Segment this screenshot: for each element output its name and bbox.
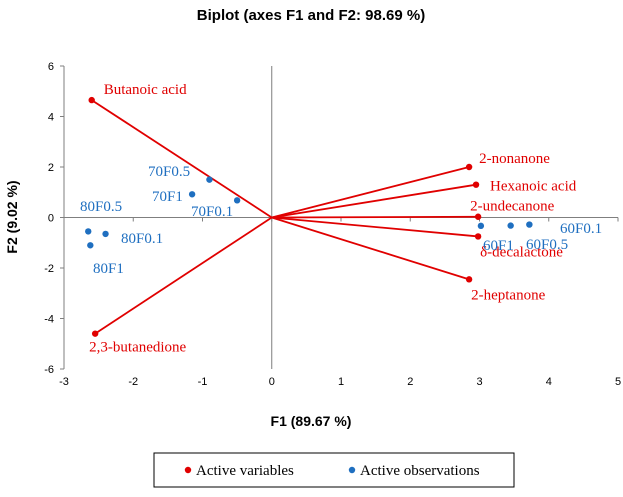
x-tick-label: -3: [59, 376, 69, 388]
x-tick-label: 4: [546, 376, 552, 388]
variable-vector: [271, 183, 477, 219]
y-tick-label: 6: [48, 61, 54, 73]
variable-label: 2-undecanone: [470, 199, 554, 215]
variable-vector: [91, 99, 273, 219]
variable-point: [472, 181, 480, 188]
observation-point: [507, 222, 514, 229]
variable-vector: [271, 215, 479, 219]
variable-label: Hexanoic acid: [490, 179, 577, 195]
observation-point: [188, 191, 196, 198]
y-axis-title: F2 (9.02 %): [4, 180, 20, 253]
legend: Active variables Active observations: [153, 452, 515, 488]
x-tick-label: 1: [338, 376, 344, 388]
observation-point: [477, 222, 485, 230]
y-tick-label: -6: [44, 364, 54, 376]
observation-point: [206, 176, 213, 183]
observation-point: [526, 221, 533, 228]
legend-box: [153, 452, 515, 488]
variable-label: 2-nonanone: [479, 151, 550, 167]
observation-label: 60F0.1: [560, 221, 602, 237]
observation-point: [102, 230, 109, 238]
observation-label: 80F1: [93, 261, 124, 277]
y-tick-label: 2: [48, 162, 54, 174]
x-tick-label: -2: [128, 376, 138, 388]
variable-label: 2,3-butanedione: [89, 340, 186, 356]
variable-label: δ-decalactone: [480, 244, 563, 260]
variable-point: [465, 163, 473, 171]
observation-label: 70F1: [152, 189, 183, 205]
observation-label: 80F0.1: [121, 231, 163, 247]
x-tick-label: 5: [615, 376, 621, 388]
variable-label: Butanoic acid: [104, 82, 187, 98]
chart-title: Biplot (axes F1 and F2: 98.69 %): [197, 7, 425, 24]
variable-vector: [94, 216, 273, 335]
variable-point: [88, 96, 95, 104]
plot-area: -3 -2 -1 0 1 2 3 4 5 6 4 2 0 -2 -4 -6 Butanoic acid 2,3-b…: [44, 61, 621, 388]
observation-label: 60F0.5: [526, 237, 568, 253]
x-axis-title: F1 (89.67 %): [271, 413, 352, 429]
variable-vector: [271, 166, 470, 219]
legend-observations-marker: [348, 466, 356, 474]
y-tick-label: -2: [44, 263, 54, 275]
variable-vector: [271, 216, 479, 238]
variable-point: [474, 213, 482, 220]
observation-point: [85, 228, 92, 235]
observation-label: 70F0.1: [191, 204, 233, 220]
variable-point: [474, 233, 482, 240]
variable-point: [91, 330, 99, 337]
observation-point: [87, 242, 94, 249]
observation-label: 60F1: [483, 238, 514, 254]
variable-vector: [271, 216, 470, 281]
observation-label: 80F0.5: [80, 199, 122, 215]
y-tick-label: 4: [48, 112, 54, 124]
legend-variables-label: Active variables: [196, 463, 294, 479]
legend-observations-label: Active observations: [360, 463, 480, 479]
observation-label: 70F0.5: [148, 164, 190, 180]
variable-point: [465, 276, 473, 283]
y-tick-label: 0: [48, 213, 54, 225]
legend-variables-marker: [184, 466, 192, 474]
variable-label: 2-heptanone: [471, 287, 545, 303]
x-tick-label: 0: [269, 376, 275, 388]
observation-point: [233, 197, 241, 204]
x-tick-label: 2: [407, 376, 413, 388]
x-tick-label: 3: [476, 376, 482, 388]
x-tick-label: -1: [198, 376, 208, 388]
y-tick-label: -4: [44, 314, 54, 326]
